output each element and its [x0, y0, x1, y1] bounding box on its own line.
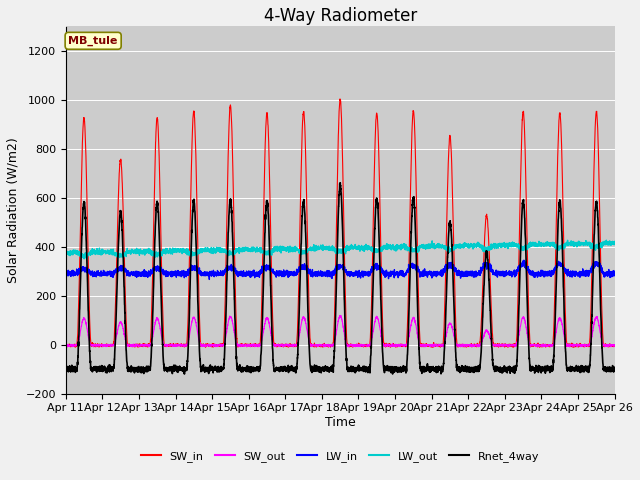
LW_out — [80, 256, 88, 262]
SW_out — [100, 344, 108, 349]
SW_out — [62, 343, 70, 348]
Text: MB_tule: MB_tule — [68, 36, 118, 46]
SW_out — [433, 343, 441, 348]
SW_out — [161, 343, 168, 349]
LW_in — [463, 273, 471, 279]
LW_in — [611, 273, 618, 278]
SW_in — [463, 343, 471, 348]
Rnet_4way — [433, 367, 441, 372]
LW_in — [62, 268, 70, 274]
Rnet_4way — [320, 368, 328, 373]
SW_in — [433, 342, 441, 348]
Line: Rnet_4way: Rnet_4way — [66, 183, 614, 374]
SW_in — [161, 343, 168, 348]
Title: 4-Way Radiometer: 4-Way Radiometer — [264, 7, 417, 25]
LW_out — [433, 244, 441, 250]
Rnet_4way — [611, 368, 618, 374]
SW_out — [463, 343, 471, 348]
SW_out — [337, 312, 345, 318]
Line: SW_out: SW_out — [66, 315, 614, 347]
LW_out — [463, 244, 471, 250]
Line: SW_in: SW_in — [66, 99, 614, 347]
SW_in — [495, 344, 502, 350]
SW_in — [320, 342, 328, 348]
LW_in — [161, 268, 168, 274]
SW_out — [611, 343, 618, 349]
SW_out — [320, 341, 328, 347]
Rnet_4way — [180, 371, 188, 377]
Rnet_4way — [337, 180, 344, 186]
SW_out — [611, 343, 618, 348]
LW_in — [205, 276, 213, 282]
LW_out — [611, 241, 618, 247]
Line: LW_out: LW_out — [66, 240, 614, 259]
LW_out — [62, 249, 70, 254]
SW_in — [611, 342, 618, 348]
LW_in — [433, 271, 441, 276]
SW_in — [336, 96, 344, 102]
SW_in — [611, 343, 618, 348]
Rnet_4way — [161, 367, 168, 372]
LW_in — [520, 257, 528, 263]
Line: LW_in: LW_in — [66, 260, 614, 279]
LW_out — [161, 247, 168, 252]
SW_in — [71, 344, 79, 350]
Y-axis label: Solar Radiation (W/m2): Solar Radiation (W/m2) — [7, 137, 20, 283]
Legend: SW_in, SW_out, LW_in, LW_out, Rnet_4way: SW_in, SW_out, LW_in, LW_out, Rnet_4way — [136, 447, 544, 467]
Rnet_4way — [495, 369, 502, 374]
LW_out — [611, 240, 618, 246]
Rnet_4way — [463, 366, 471, 372]
Rnet_4way — [611, 364, 618, 370]
LW_out — [602, 237, 610, 243]
Rnet_4way — [62, 366, 70, 372]
SW_in — [62, 342, 70, 348]
LW_out — [320, 244, 328, 250]
LW_out — [495, 242, 502, 248]
LW_in — [495, 268, 502, 274]
LW_in — [611, 272, 618, 278]
LW_in — [320, 270, 328, 276]
SW_out — [495, 343, 502, 349]
X-axis label: Time: Time — [324, 416, 356, 429]
